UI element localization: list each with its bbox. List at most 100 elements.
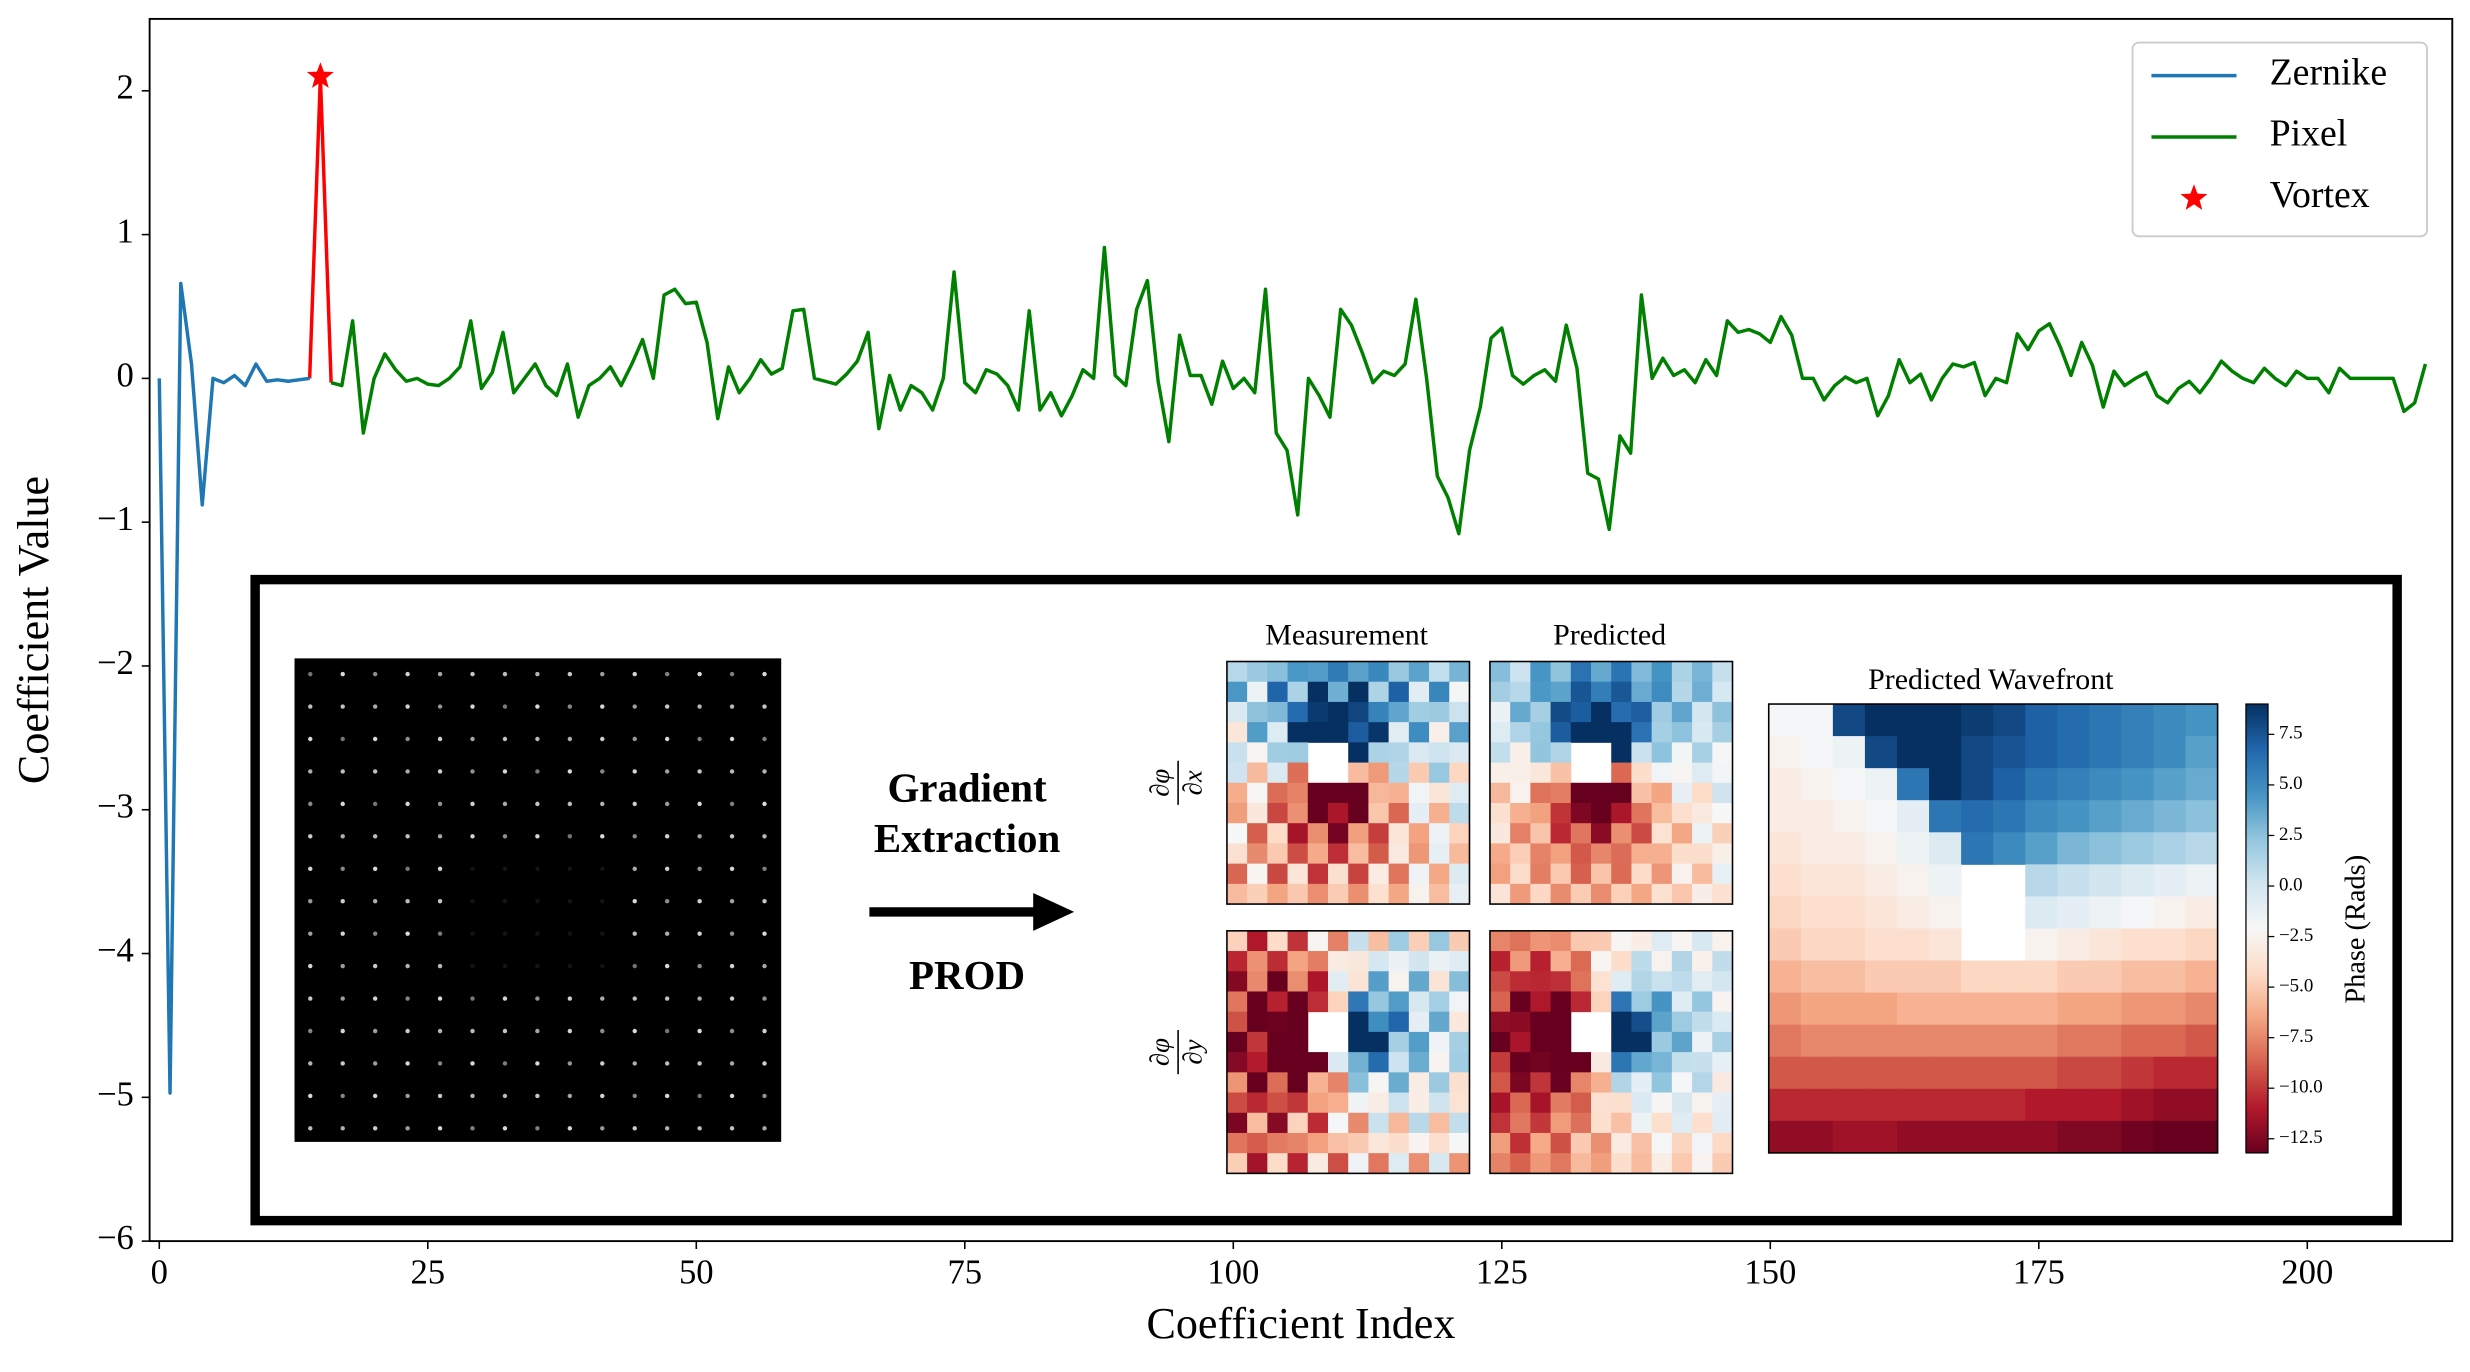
map-cell (1449, 843, 1470, 865)
map-cell (1327, 661, 1349, 683)
spot (762, 963, 767, 969)
spot (372, 899, 378, 904)
map-cell (1307, 1132, 1329, 1154)
spot (405, 1061, 410, 1066)
map-cell (1591, 1072, 1612, 1094)
spot (470, 1028, 475, 1034)
map-cell (1611, 661, 1632, 683)
wavefront-cell (2025, 704, 2058, 737)
map-cell (1408, 1112, 1430, 1134)
map-cell (1510, 782, 1531, 804)
spot (697, 1061, 702, 1066)
legend-label: Pixel (2270, 113, 2348, 155)
spot (664, 931, 670, 936)
map-cell (1267, 991, 1289, 1013)
map-cell (1712, 930, 1733, 952)
map-cell (1712, 863, 1733, 885)
colorbar-tick-label: 2.5 (2279, 824, 2303, 845)
spot (632, 801, 637, 807)
map-cell (1368, 971, 1390, 992)
wavefront-cell (2057, 832, 2090, 865)
spot (470, 866, 475, 871)
spot (405, 801, 410, 807)
map-cell (1247, 742, 1268, 764)
map-cell (1489, 722, 1511, 743)
map-cell (1591, 863, 1612, 885)
wavefront-cell (1929, 800, 1962, 833)
wavefront-cell (1800, 896, 1834, 929)
map-cell (1510, 701, 1531, 723)
map-cell (1388, 782, 1410, 804)
wavefront-cell (1896, 704, 1930, 737)
wavefront-cell (1961, 1088, 1994, 1122)
map-cell (1611, 1132, 1632, 1154)
map-cell (1570, 782, 1592, 804)
spot (405, 736, 410, 742)
spot (502, 769, 508, 774)
spot (437, 736, 443, 742)
map-cell (1287, 681, 1309, 703)
y-tick-label: −6 (97, 1219, 134, 1257)
y-tick-label: −2 (97, 644, 134, 682)
map-cell (1570, 951, 1592, 972)
map-cell (1530, 762, 1552, 784)
map-cell (1530, 971, 1552, 992)
map-cell (1449, 1011, 1470, 1033)
map-cell (1651, 1112, 1673, 1134)
map-cell (1489, 762, 1511, 784)
map-cell (1530, 701, 1552, 723)
map-cell (1267, 863, 1289, 885)
map-cell (1712, 742, 1733, 764)
map-cell (1307, 1052, 1329, 1073)
map-cell (1429, 742, 1450, 764)
spot (697, 769, 702, 774)
wavefront-cell (2185, 736, 2219, 769)
map-cell (1226, 1052, 1248, 1073)
map-cell (1611, 1112, 1632, 1134)
spot (405, 671, 410, 677)
spot (729, 866, 735, 871)
spot (762, 899, 767, 904)
spot (340, 899, 345, 904)
map-cell (1651, 742, 1673, 764)
map-cell (1449, 1031, 1470, 1053)
map-cell (1429, 951, 1450, 972)
map-cell (1287, 762, 1309, 784)
map-cell (1692, 1112, 1713, 1134)
map-cell (1550, 782, 1572, 804)
wavefront-cell (1864, 1024, 1898, 1058)
map-cell (1510, 1072, 1531, 1094)
wavefront-cell (1832, 832, 1866, 865)
wavefront-cell (2185, 864, 2219, 897)
spot (405, 1126, 410, 1131)
map-cell (1408, 1011, 1430, 1033)
map-cell (1712, 1052, 1733, 1073)
map-cell (1611, 823, 1632, 844)
map-cell (1247, 701, 1268, 723)
map-cell (1510, 1011, 1531, 1033)
map-cell (1692, 681, 1713, 703)
map-cell (1247, 823, 1268, 844)
map-cell (1530, 782, 1552, 804)
map-cell (1671, 930, 1693, 952)
map-cell (1651, 1011, 1673, 1033)
map-cell (1388, 681, 1410, 703)
map-cell (1611, 762, 1632, 784)
spot (535, 769, 540, 774)
spot (372, 736, 378, 742)
map-cell (1408, 701, 1430, 723)
spot (470, 931, 475, 936)
map-cell (1510, 951, 1531, 972)
map-cell (1570, 823, 1592, 844)
map-cell (1611, 1011, 1632, 1033)
map-cell (1267, 701, 1289, 723)
map-cell (1368, 1092, 1390, 1114)
map-cell (1287, 1031, 1309, 1053)
map-cell (1429, 863, 1450, 885)
wavefront-cell (1832, 960, 1866, 994)
map-cell (1651, 722, 1673, 743)
wavefront (1767, 703, 2219, 1154)
spot (470, 671, 475, 677)
map-cell (1247, 782, 1268, 804)
spot (437, 1061, 443, 1066)
